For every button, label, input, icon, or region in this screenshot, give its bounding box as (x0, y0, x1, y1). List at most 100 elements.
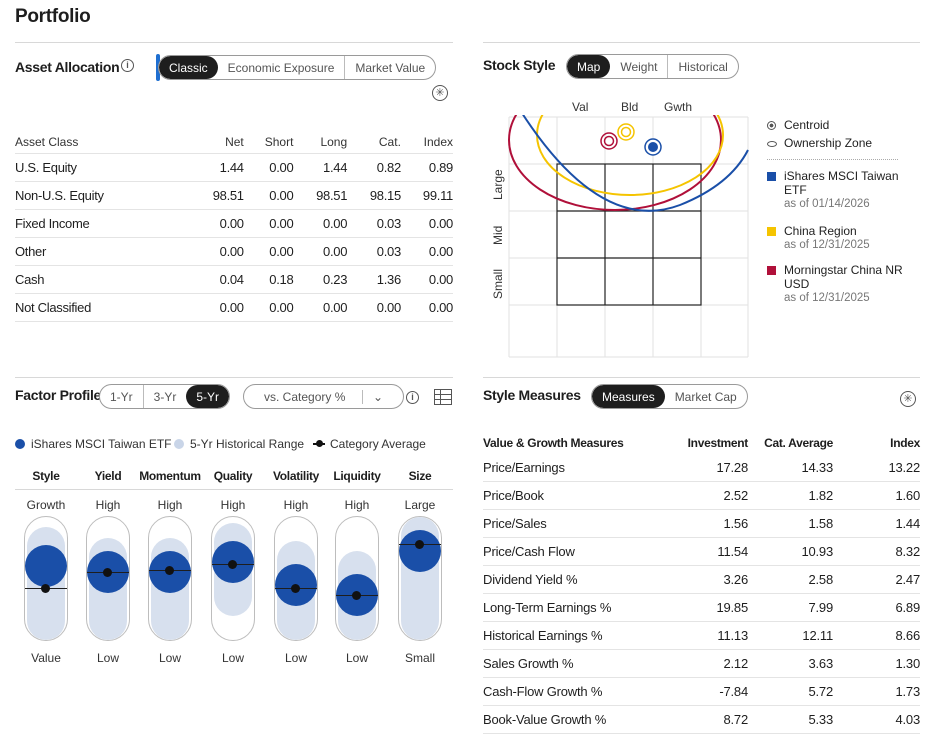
factor-top-label: High (157, 498, 183, 512)
factor-bottom-label: Low (96, 651, 119, 665)
measure-name-cell: Cash-Flow Growth % (483, 677, 673, 706)
category-average-dot (165, 565, 174, 575)
tab-market-value[interactable]: Market Value (344, 56, 435, 79)
value-cell: 3.63 (748, 649, 833, 678)
factor-name: Liquidity (333, 469, 381, 483)
table-row: U.S. Equity 1.44 0.00 1.44 0.82 0.89 (15, 153, 453, 182)
asset-allocation-title: Asset Allocation (15, 59, 120, 75)
value-cell: 0.00 (347, 293, 401, 322)
asset-class-cell: Cash (15, 265, 190, 294)
value-cell: 0.00 (400, 265, 453, 294)
category-average-dot (352, 590, 361, 600)
factor-capsule (398, 516, 442, 641)
value-cell: 0.00 (190, 237, 244, 266)
value-cell: 0.04 (190, 265, 244, 294)
row-label-large: Large (491, 169, 505, 200)
value-cell: 0.82 (347, 153, 401, 182)
table-header: Asset Class Net Short Long Cat. Index (15, 130, 453, 154)
measure-name-cell: Long-Term Earnings % (483, 593, 673, 622)
asset-class-cell: U.S. Equity (15, 153, 190, 182)
centroid-category (617, 123, 635, 141)
style-measures-tabs: Measures Market Cap (591, 384, 748, 409)
legend-fund: iShares MSCI Taiwan ETF as of 01/14/2026 (767, 169, 907, 211)
tab-3yr[interactable]: 3-Yr (142, 385, 187, 408)
centroid-index-inner (603, 135, 615, 147)
col-header: Long (320, 135, 348, 149)
table-row: Historical Earnings % 11.13 12.11 8.66 (483, 621, 920, 650)
ownership-zone-icon (767, 140, 777, 147)
legend-index: Morningstar China NR USD as of 12/31/202… (767, 263, 907, 305)
fund-dot (25, 544, 67, 587)
table-icon[interactable] (434, 389, 452, 405)
factor-top-label: Large (404, 498, 436, 512)
col-header: Cat. Average (764, 436, 833, 450)
tab-weight[interactable]: Weight (620, 59, 658, 74)
col-label-blend: Bld (621, 100, 639, 114)
divider (15, 377, 453, 378)
measure-name-cell: Price/Cash Flow (483, 537, 673, 566)
factor-capsule (86, 516, 130, 641)
table-row: Price/Cash Flow 11.54 10.93 8.32 (483, 537, 920, 566)
value-cell: 0.00 (243, 153, 294, 182)
asset-class-cell: Not Classified (15, 293, 190, 322)
stock-style-title: Stock Style (483, 57, 556, 73)
divider (15, 42, 453, 43)
factor-top-label: High (95, 498, 121, 512)
col-header: Investment (687, 436, 749, 450)
value-cell: 1.36 (347, 265, 401, 294)
factor-bottom-label: Value (31, 651, 61, 665)
value-cell: 2.47 (833, 565, 920, 594)
comparison-dropdown[interactable]: vs. Category % ⌄ (243, 384, 405, 409)
measure-name-cell: Sales Growth % (483, 649, 673, 678)
value-cell: 1.56 (673, 509, 748, 538)
centroid-category-inner (620, 126, 632, 138)
asterisk-icon[interactable]: ✳ (432, 85, 448, 101)
factor-bottom-label: Low (345, 651, 368, 665)
col-header: Index (423, 135, 453, 149)
category-average-dot (415, 540, 424, 550)
divider (767, 159, 898, 160)
factor-bottom-label: Low (158, 651, 181, 665)
value-cell: 2.58 (748, 565, 833, 594)
value-cell: 0.00 (293, 209, 347, 238)
value-cell: 12.11 (748, 621, 833, 650)
legend-swatch (15, 439, 25, 449)
legend-swatch (767, 172, 776, 181)
tab-economic-exposure[interactable]: Economic Exposure (227, 60, 335, 75)
factor-name: Momentum (139, 469, 201, 483)
tab-classic[interactable]: Classic (159, 56, 218, 79)
table-row: Book-Value Growth % 8.72 5.33 4.03 (483, 705, 920, 734)
factor-top-label: High (283, 498, 309, 512)
tab-1yr[interactable]: 1-Yr (110, 389, 133, 404)
factor-name: Volatility (272, 469, 320, 483)
info-icon[interactable]: i (121, 59, 134, 72)
style-measures-title: Style Measures (483, 387, 581, 403)
asset-class-cell: Non-U.S. Equity (15, 181, 190, 210)
tab-measures[interactable]: Measures (592, 385, 665, 408)
col-header: Value & Growth Measures (483, 436, 624, 450)
info-icon[interactable]: i (406, 391, 419, 404)
tab-market-cap[interactable]: Market Cap (674, 389, 737, 404)
value-cell: 99.11 (400, 181, 453, 210)
divider (15, 489, 453, 490)
table-row: Not Classified 0.00 0.00 0.00 0.00 0.00 (15, 293, 453, 322)
asset-class-cell: Fixed Income (15, 209, 190, 238)
factor-bottom-label: Low (221, 651, 244, 665)
factor-profile-title: Factor Profile (15, 387, 102, 403)
value-cell: 0.00 (243, 209, 294, 238)
factor-bottom-label: Small (404, 651, 435, 665)
tab-historical[interactable]: Historical (667, 55, 737, 78)
value-cell: 4.03 (833, 705, 920, 734)
value-cell: 1.30 (833, 649, 920, 678)
value-cell: 98.15 (347, 181, 401, 210)
value-cell: 1.58 (748, 509, 833, 538)
fp-legend-avg: Category Average (313, 437, 426, 451)
asterisk-icon[interactable]: ✳ (900, 391, 916, 407)
tab-5yr[interactable]: 5-Yr (186, 385, 230, 408)
category-average-dot (291, 584, 300, 594)
table-row: Cash-Flow Growth % -7.84 5.72 1.73 (483, 677, 920, 706)
value-cell: 1.44 (833, 509, 920, 538)
tab-map[interactable]: Map (567, 55, 611, 78)
centroid-fund-inner (648, 142, 658, 152)
table-row: Price/Sales 1.56 1.58 1.44 (483, 509, 920, 538)
